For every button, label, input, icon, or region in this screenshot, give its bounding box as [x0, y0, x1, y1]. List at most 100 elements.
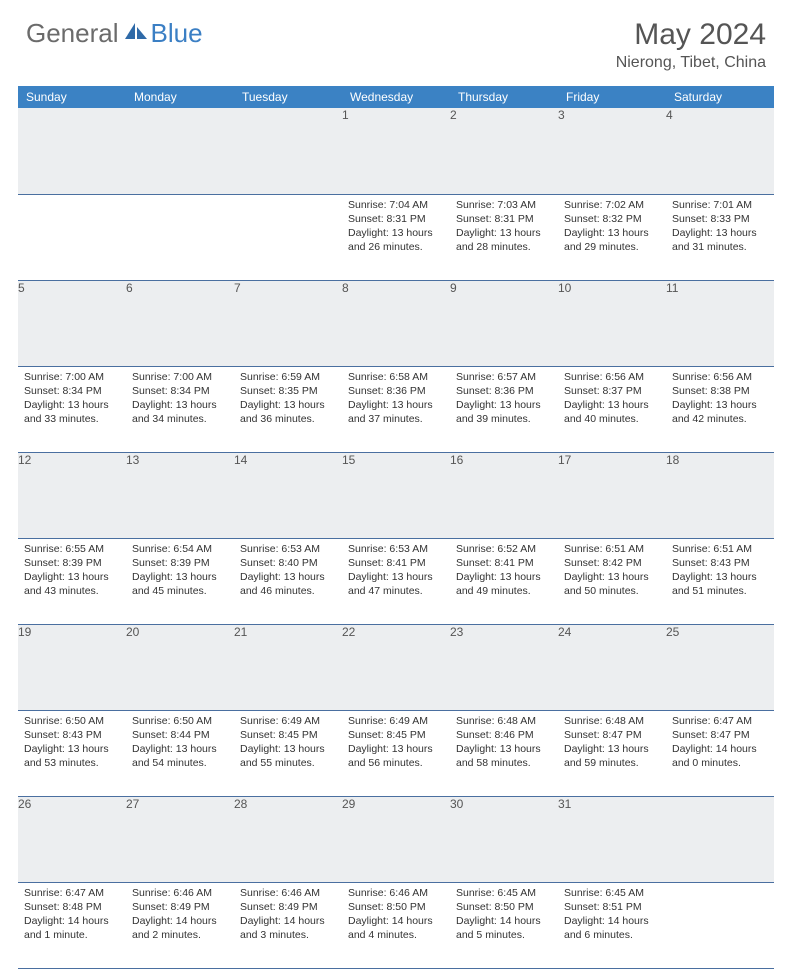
day-detail-cell: Sunrise: 6:54 AMSunset: 8:39 PMDaylight:…	[126, 538, 234, 624]
sunset-line: Sunset: 8:31 PM	[456, 212, 552, 226]
daylight-line: Daylight: 13 hours and 43 minutes.	[24, 570, 120, 598]
sunset-line: Sunset: 8:49 PM	[132, 900, 228, 914]
daylight-line: Daylight: 13 hours and 51 minutes.	[672, 570, 768, 598]
weekday-header: Friday	[558, 86, 666, 108]
sunrise-line: Sunrise: 6:48 AM	[564, 714, 660, 728]
day-detail-cell: Sunrise: 6:47 AMSunset: 8:47 PMDaylight:…	[666, 710, 774, 796]
sunrise-line: Sunrise: 6:59 AM	[240, 370, 336, 384]
day-detail-cell: Sunrise: 7:03 AMSunset: 8:31 PMDaylight:…	[450, 194, 558, 280]
day-number-cell: 7	[234, 280, 342, 366]
daylight-line: Daylight: 13 hours and 42 minutes.	[672, 398, 768, 426]
weekday-header: Sunday	[18, 86, 126, 108]
sunset-line: Sunset: 8:44 PM	[132, 728, 228, 742]
daylight-line: Daylight: 13 hours and 26 minutes.	[348, 226, 444, 254]
weekday-header-row: SundayMondayTuesdayWednesdayThursdayFrid…	[18, 86, 774, 108]
sunrise-line: Sunrise: 6:54 AM	[132, 542, 228, 556]
sunset-line: Sunset: 8:36 PM	[456, 384, 552, 398]
sunrise-line: Sunrise: 6:49 AM	[348, 714, 444, 728]
day-detail-row: Sunrise: 6:47 AMSunset: 8:48 PMDaylight:…	[18, 882, 774, 968]
day-detail-cell: Sunrise: 6:46 AMSunset: 8:50 PMDaylight:…	[342, 882, 450, 968]
day-detail-cell	[234, 194, 342, 280]
daylight-line: Daylight: 13 hours and 56 minutes.	[348, 742, 444, 770]
sunset-line: Sunset: 8:39 PM	[132, 556, 228, 570]
day-detail-row: Sunrise: 7:04 AMSunset: 8:31 PMDaylight:…	[18, 194, 774, 280]
sunrise-line: Sunrise: 6:50 AM	[24, 714, 120, 728]
sunrise-line: Sunrise: 6:52 AM	[456, 542, 552, 556]
daylight-line: Daylight: 13 hours and 34 minutes.	[132, 398, 228, 426]
day-detail-cell	[666, 882, 774, 968]
day-detail-row: Sunrise: 6:50 AMSunset: 8:43 PMDaylight:…	[18, 710, 774, 796]
day-number-cell: 5	[18, 280, 126, 366]
day-detail-cell: Sunrise: 6:55 AMSunset: 8:39 PMDaylight:…	[18, 538, 126, 624]
sunrise-line: Sunrise: 7:02 AM	[564, 198, 660, 212]
day-number-cell: 2	[450, 108, 558, 194]
location: Nierong, Tibet, China	[616, 54, 766, 72]
sunset-line: Sunset: 8:38 PM	[672, 384, 768, 398]
sunset-line: Sunset: 8:32 PM	[564, 212, 660, 226]
sunrise-line: Sunrise: 6:46 AM	[348, 886, 444, 900]
sunset-line: Sunset: 8:45 PM	[348, 728, 444, 742]
daylight-line: Daylight: 14 hours and 6 minutes.	[564, 914, 660, 942]
sunrise-line: Sunrise: 6:51 AM	[564, 542, 660, 556]
day-number-cell: 14	[234, 452, 342, 538]
day-detail-cell: Sunrise: 6:49 AMSunset: 8:45 PMDaylight:…	[342, 710, 450, 796]
daylight-line: Daylight: 13 hours and 58 minutes.	[456, 742, 552, 770]
day-number-cell: 31	[558, 796, 666, 882]
weekday-header: Thursday	[450, 86, 558, 108]
daylight-line: Daylight: 14 hours and 1 minute.	[24, 914, 120, 942]
daylight-line: Daylight: 14 hours and 0 minutes.	[672, 742, 768, 770]
day-detail-cell: Sunrise: 7:00 AMSunset: 8:34 PMDaylight:…	[18, 366, 126, 452]
sunset-line: Sunset: 8:43 PM	[24, 728, 120, 742]
sunset-line: Sunset: 8:41 PM	[456, 556, 552, 570]
daylight-line: Daylight: 13 hours and 37 minutes.	[348, 398, 444, 426]
sunrise-line: Sunrise: 6:46 AM	[132, 886, 228, 900]
sunrise-line: Sunrise: 6:49 AM	[240, 714, 336, 728]
day-detail-cell: Sunrise: 6:46 AMSunset: 8:49 PMDaylight:…	[126, 882, 234, 968]
day-detail-cell: Sunrise: 6:56 AMSunset: 8:38 PMDaylight:…	[666, 366, 774, 452]
sunset-line: Sunset: 8:31 PM	[348, 212, 444, 226]
day-number-cell: 13	[126, 452, 234, 538]
day-number-cell	[126, 108, 234, 194]
daylight-line: Daylight: 13 hours and 54 minutes.	[132, 742, 228, 770]
day-number-cell: 22	[342, 624, 450, 710]
daylight-line: Daylight: 13 hours and 53 minutes.	[24, 742, 120, 770]
day-detail-cell: Sunrise: 6:53 AMSunset: 8:40 PMDaylight:…	[234, 538, 342, 624]
logo: General Blue	[26, 18, 203, 49]
sunrise-line: Sunrise: 6:57 AM	[456, 370, 552, 384]
daylight-line: Daylight: 13 hours and 33 minutes.	[24, 398, 120, 426]
daylight-line: Daylight: 14 hours and 2 minutes.	[132, 914, 228, 942]
sunrise-line: Sunrise: 6:53 AM	[348, 542, 444, 556]
sunrise-line: Sunrise: 6:55 AM	[24, 542, 120, 556]
sunrise-line: Sunrise: 6:50 AM	[132, 714, 228, 728]
daylight-line: Daylight: 13 hours and 47 minutes.	[348, 570, 444, 598]
logo-text-blue: Blue	[151, 18, 203, 49]
day-number-cell: 6	[126, 280, 234, 366]
sunset-line: Sunset: 8:35 PM	[240, 384, 336, 398]
sunset-line: Sunset: 8:33 PM	[672, 212, 768, 226]
day-number-cell: 10	[558, 280, 666, 366]
daylight-line: Daylight: 13 hours and 28 minutes.	[456, 226, 552, 254]
day-number-cell: 26	[18, 796, 126, 882]
day-detail-cell: Sunrise: 6:51 AMSunset: 8:42 PMDaylight:…	[558, 538, 666, 624]
sunrise-line: Sunrise: 6:51 AM	[672, 542, 768, 556]
day-detail-cell: Sunrise: 7:01 AMSunset: 8:33 PMDaylight:…	[666, 194, 774, 280]
sunset-line: Sunset: 8:36 PM	[348, 384, 444, 398]
sunrise-line: Sunrise: 6:46 AM	[240, 886, 336, 900]
logo-text-general: General	[26, 18, 119, 49]
day-detail-cell: Sunrise: 7:00 AMSunset: 8:34 PMDaylight:…	[126, 366, 234, 452]
day-detail-cell: Sunrise: 7:02 AMSunset: 8:32 PMDaylight:…	[558, 194, 666, 280]
sunset-line: Sunset: 8:34 PM	[24, 384, 120, 398]
logo-sails-icon	[123, 21, 149, 46]
day-detail-cell	[18, 194, 126, 280]
sunrise-line: Sunrise: 6:47 AM	[672, 714, 768, 728]
day-number-cell: 16	[450, 452, 558, 538]
day-number-row: 262728293031	[18, 796, 774, 882]
day-number-row: 12131415161718	[18, 452, 774, 538]
day-number-row: 1234	[18, 108, 774, 194]
day-number-cell: 29	[342, 796, 450, 882]
day-detail-cell: Sunrise: 6:51 AMSunset: 8:43 PMDaylight:…	[666, 538, 774, 624]
sunset-line: Sunset: 8:46 PM	[456, 728, 552, 742]
sunset-line: Sunset: 8:47 PM	[564, 728, 660, 742]
sunset-line: Sunset: 8:51 PM	[564, 900, 660, 914]
sunrise-line: Sunrise: 7:01 AM	[672, 198, 768, 212]
